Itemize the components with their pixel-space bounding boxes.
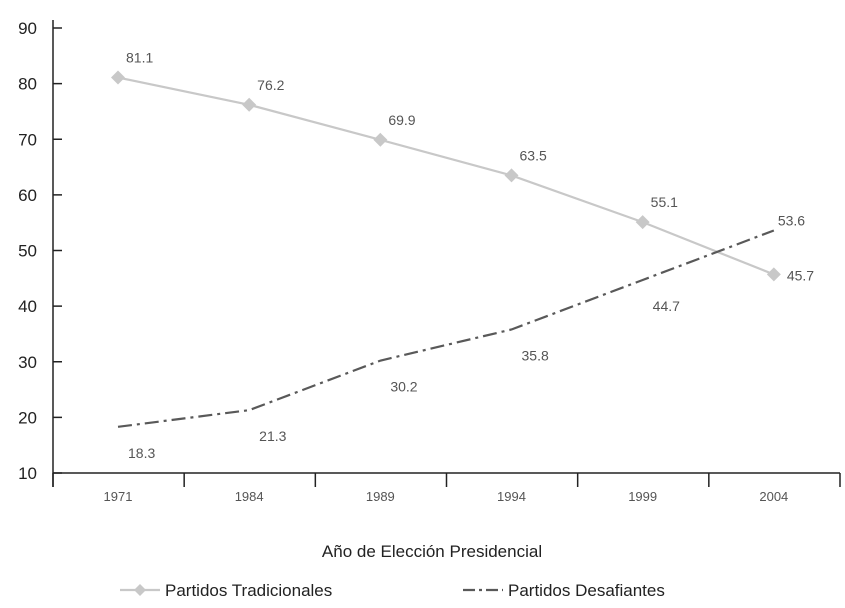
data-label: 81.1 bbox=[126, 50, 153, 66]
x-tick-label: 2004 bbox=[759, 489, 788, 504]
series-line-1 bbox=[117, 76, 775, 276]
series-line-2 bbox=[117, 229, 775, 428]
data-point-marker bbox=[373, 132, 388, 147]
legend-label: Partidos Tradicionales bbox=[165, 581, 332, 600]
x-tick-label: 1999 bbox=[628, 489, 657, 504]
y-tick-label: 80 bbox=[18, 75, 37, 94]
data-label: 18.3 bbox=[128, 445, 155, 461]
data-point-marker bbox=[242, 97, 257, 112]
chart-data-labels: 81.1 76.2 69.9 63.5 55.1 45.7 18.3 21.3 30.2 35.8… bbox=[126, 50, 814, 461]
y-tick-label: 70 bbox=[18, 130, 37, 149]
data-label: 21.3 bbox=[259, 428, 286, 444]
data-label: 63.5 bbox=[520, 147, 547, 163]
y-tick-label: 90 bbox=[18, 19, 37, 38]
x-tick-label: 1989 bbox=[366, 489, 395, 504]
data-label: 44.7 bbox=[653, 298, 680, 314]
chart-axes: 10 20 30 40 50 60 70 80 90 1971 1984 1989 1994 1999 20… bbox=[18, 19, 841, 504]
y-tick-label: 40 bbox=[18, 297, 37, 316]
x-tick-label: 1971 bbox=[104, 489, 133, 504]
data-label: 35.8 bbox=[522, 347, 549, 363]
x-axis-title: Año de Elección Presidencial bbox=[322, 542, 542, 561]
data-label: 30.2 bbox=[390, 379, 417, 395]
y-tick-label: 60 bbox=[18, 186, 37, 205]
data-label: 45.7 bbox=[787, 267, 814, 283]
legend-label: Partidos Desafiantes bbox=[508, 581, 665, 600]
data-point-marker bbox=[504, 168, 519, 183]
data-label: 76.2 bbox=[257, 77, 284, 93]
data-point-marker bbox=[766, 267, 781, 282]
data-label: 69.9 bbox=[388, 112, 415, 128]
data-point-marker bbox=[111, 70, 125, 85]
y-tick-label: 10 bbox=[18, 464, 37, 483]
x-tick-label: 1984 bbox=[235, 489, 264, 504]
y-tick-label: 50 bbox=[18, 242, 37, 261]
data-label: 55.1 bbox=[651, 194, 678, 210]
chart-series bbox=[111, 70, 781, 428]
y-tick-label: 20 bbox=[18, 408, 37, 427]
legend-swatch-marker bbox=[134, 584, 146, 596]
data-point-marker bbox=[635, 215, 650, 230]
x-tick-label: 1994 bbox=[497, 489, 526, 504]
legend-item-2: Partidos Desafiantes bbox=[463, 581, 665, 600]
y-tick-label: 30 bbox=[18, 353, 37, 372]
chart-legend: Partidos Tradicionales Partidos Desafiant… bbox=[120, 581, 665, 600]
data-label: 53.6 bbox=[778, 212, 805, 228]
legend-item-1: Partidos Tradicionales bbox=[120, 581, 332, 600]
